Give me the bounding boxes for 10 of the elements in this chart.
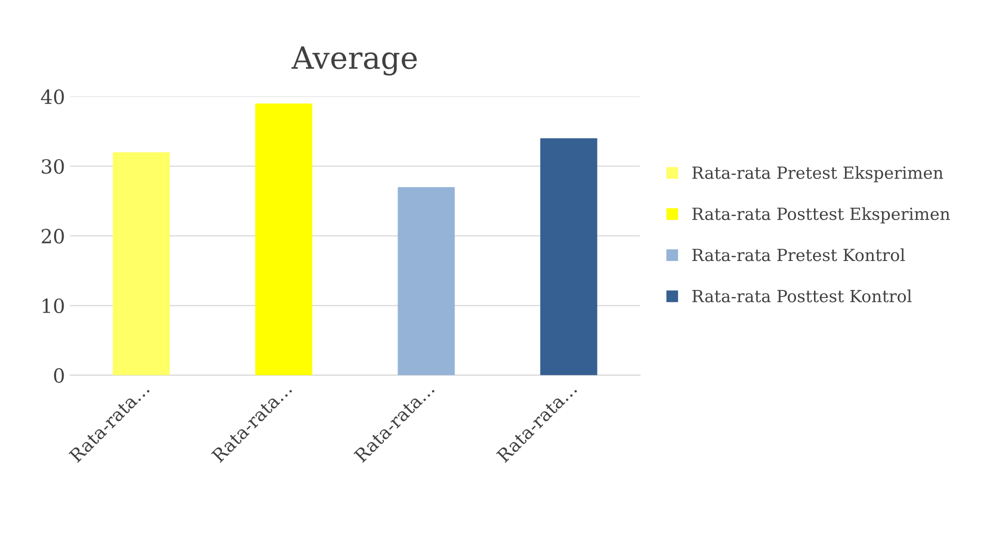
legend-label: Rata-rata Posttest Eksperimen: [692, 207, 950, 224]
y-tick-label: 0: [54, 368, 64, 383]
legend-label: Rata-rata Pretest Eksperimen: [692, 166, 944, 182]
chart-title: Average: [291, 46, 417, 76]
y-tick-label: 30: [42, 159, 64, 174]
y-tick-label: 40: [40, 89, 64, 104]
legend-label: Rata-rata Posttest Kontrol: [692, 289, 912, 302]
legend-label: Rata-rata Pretest Kontrol: [692, 248, 905, 262]
y-tick-label: 10: [42, 298, 64, 314]
y-tick-label: 20: [42, 228, 64, 244]
